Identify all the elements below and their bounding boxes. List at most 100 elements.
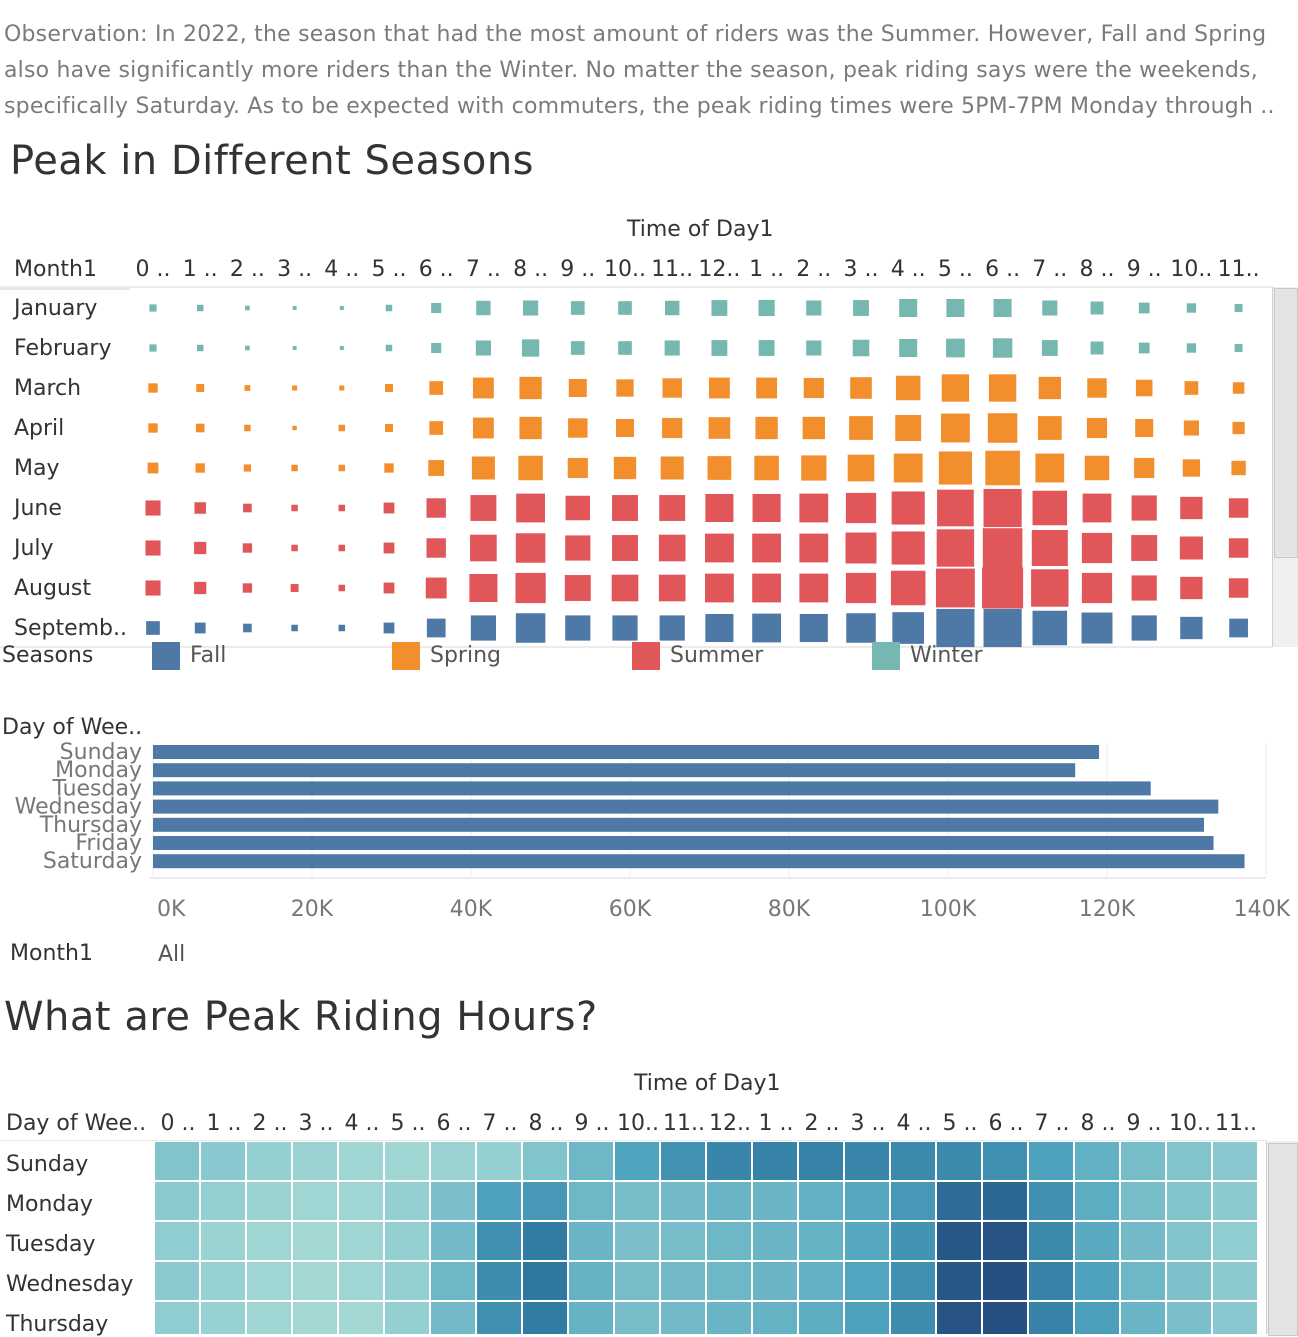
season-square-mark[interactable]: [145, 540, 161, 556]
season-square-mark[interactable]: [983, 488, 1022, 528]
season-square-mark[interactable]: [292, 425, 297, 431]
season-square-mark[interactable]: [292, 346, 297, 350]
heatmap-cell[interactable]: [753, 1262, 797, 1300]
season-square-mark[interactable]: [801, 455, 827, 481]
heatmap-cell[interactable]: [1029, 1222, 1073, 1260]
season-square-mark[interactable]: [946, 299, 965, 317]
heatmap-cell[interactable]: [155, 1262, 199, 1300]
season-square-mark[interactable]: [568, 418, 588, 438]
heatmap-cell[interactable]: [201, 1302, 245, 1334]
season-square-mark[interactable]: [476, 300, 491, 316]
season-square-mark[interactable]: [899, 299, 918, 317]
season-square-mark[interactable]: [1086, 417, 1108, 439]
heatmap-cell[interactable]: [431, 1262, 475, 1300]
day-bar[interactable]: [153, 854, 1245, 869]
heatmap-cell[interactable]: [1075, 1222, 1119, 1260]
season-square-mark[interactable]: [845, 572, 877, 604]
heatmap-cell[interactable]: [1121, 1142, 1165, 1180]
season-square-mark[interactable]: [1082, 493, 1112, 523]
season-square-mark[interactable]: [1228, 538, 1249, 558]
season-square-mark[interactable]: [291, 464, 298, 472]
heatmap-cell[interactable]: [615, 1262, 659, 1300]
season-square-mark[interactable]: [431, 342, 442, 354]
season-square-mark[interactable]: [429, 381, 444, 395]
heatmap-cell[interactable]: [661, 1262, 705, 1300]
season-square-mark[interactable]: [802, 416, 825, 440]
season-square-mark[interactable]: [292, 306, 297, 310]
heatmap-cell[interactable]: [661, 1142, 705, 1180]
season-square-mark[interactable]: [519, 376, 542, 400]
heatmap-cell[interactable]: [1167, 1302, 1211, 1334]
season-square-mark[interactable]: [148, 383, 158, 393]
heatmap-cell[interactable]: [983, 1142, 1027, 1180]
season-square-mark[interactable]: [1131, 575, 1157, 601]
season-square-mark[interactable]: [426, 538, 446, 558]
legend-swatch-spring[interactable]: [392, 642, 420, 670]
heatmap-cell[interactable]: [937, 1302, 981, 1334]
day-bar[interactable]: [153, 799, 1219, 814]
season-square-mark[interactable]: [149, 344, 157, 352]
season-square-mark[interactable]: [853, 300, 869, 316]
season-square-mark[interactable]: [993, 299, 1012, 317]
season-square-mark[interactable]: [338, 504, 346, 512]
heatmap-cell[interactable]: [799, 1182, 843, 1220]
season-square-mark[interactable]: [938, 451, 972, 485]
heatmap-cell[interactable]: [661, 1182, 705, 1220]
heatmap-cell[interactable]: [569, 1142, 613, 1180]
season-square-mark[interactable]: [339, 306, 344, 310]
season-square-mark[interactable]: [338, 624, 346, 632]
heatmap-cell[interactable]: [477, 1182, 521, 1220]
heatmap-cell[interactable]: [661, 1222, 705, 1260]
season-square-mark[interactable]: [1135, 419, 1154, 437]
season-square-mark[interactable]: [756, 377, 778, 399]
season-square-mark[interactable]: [1228, 578, 1249, 598]
heatmap-cell[interactable]: [523, 1302, 567, 1334]
season-square-mark[interactable]: [758, 340, 775, 356]
heatmap-scrollbar-thumb[interactable]: [1268, 1143, 1298, 1336]
heatmap-cell[interactable]: [339, 1222, 383, 1260]
heatmap-cell[interactable]: [201, 1222, 245, 1260]
heatmap-cell[interactable]: [1213, 1142, 1257, 1180]
heatmap-cell[interactable]: [385, 1182, 429, 1220]
season-square-mark[interactable]: [339, 385, 345, 391]
season-square-mark[interactable]: [708, 417, 731, 439]
heatmap-cell[interactable]: [753, 1302, 797, 1334]
season-square-mark[interactable]: [384, 463, 394, 473]
heatmap-cell[interactable]: [293, 1182, 337, 1220]
season-square-mark[interactable]: [799, 573, 829, 603]
season-square-mark[interactable]: [383, 502, 395, 514]
heatmap-cell[interactable]: [1029, 1142, 1073, 1180]
heatmap-cell[interactable]: [155, 1182, 199, 1220]
heatmap-cell[interactable]: [155, 1302, 199, 1334]
heatmap-cell[interactable]: [845, 1222, 889, 1260]
season-square-mark[interactable]: [611, 574, 639, 602]
season-square-mark[interactable]: [242, 543, 253, 553]
heatmap-cell[interactable]: [1029, 1182, 1073, 1220]
legend-label-fall[interactable]: Fall: [190, 643, 227, 668]
day-bar[interactable]: [153, 763, 1076, 778]
season-square-mark[interactable]: [470, 534, 497, 562]
season-square-mark[interactable]: [895, 415, 922, 441]
heatmap-cell[interactable]: [201, 1262, 245, 1300]
filter-value-month[interactable]: All: [158, 942, 186, 967]
season-square-mark[interactable]: [664, 340, 680, 356]
season-square-mark[interactable]: [146, 621, 160, 635]
season-square-mark[interactable]: [1131, 535, 1158, 561]
heatmap-cell[interactable]: [385, 1142, 429, 1180]
season-square-mark[interactable]: [243, 503, 252, 513]
season-square-mark[interactable]: [425, 577, 447, 599]
season-square-mark[interactable]: [1035, 453, 1065, 483]
heatmap-cell[interactable]: [385, 1262, 429, 1300]
season-square-mark[interactable]: [1184, 381, 1199, 395]
season-square-mark[interactable]: [752, 573, 781, 603]
season-square-mark[interactable]: [1037, 416, 1062, 440]
season-square-mark[interactable]: [946, 338, 965, 358]
heatmap-cell[interactable]: [1167, 1182, 1211, 1220]
season-square-mark[interactable]: [1090, 341, 1104, 355]
season-square-mark[interactable]: [662, 378, 682, 398]
heatmap-cell[interactable]: [569, 1262, 613, 1300]
season-square-mark[interactable]: [936, 529, 975, 567]
season-square-mark[interactable]: [616, 379, 634, 397]
season-square-mark[interactable]: [754, 455, 779, 481]
season-square-mark[interactable]: [705, 533, 734, 563]
